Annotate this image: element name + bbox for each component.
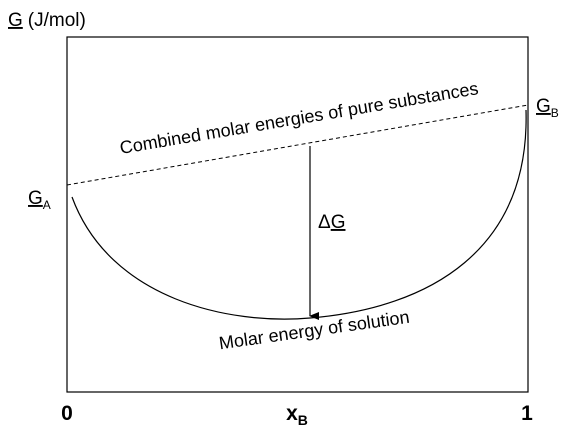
x-end: 1 xyxy=(521,402,533,425)
left-symbol: G xyxy=(28,188,43,209)
x-sub: B xyxy=(298,412,308,427)
x-symbol: x xyxy=(286,402,298,425)
plot-frame xyxy=(66,36,529,393)
line-label: Combined molar energies of pure substanc… xyxy=(118,78,480,158)
pure-line xyxy=(66,104,529,186)
right-symbol: G xyxy=(536,96,551,117)
right-sub: B xyxy=(551,106,559,120)
delta-symbol: G xyxy=(331,212,346,233)
axis-unit: (J/mol) xyxy=(28,10,86,31)
left-point-label: GA xyxy=(28,188,51,212)
x-label: xB xyxy=(286,402,308,427)
left-sub: A xyxy=(43,198,51,212)
right-point-label: GB xyxy=(536,96,559,120)
axis-title: G (J/mol) xyxy=(8,10,86,31)
delta-label: ΔG xyxy=(318,212,345,233)
curve-label: Molar energy of solution xyxy=(218,307,411,354)
x-start: 0 xyxy=(61,402,73,425)
axis-symbol: G xyxy=(8,10,23,31)
delta-prefix: Δ xyxy=(318,212,331,233)
